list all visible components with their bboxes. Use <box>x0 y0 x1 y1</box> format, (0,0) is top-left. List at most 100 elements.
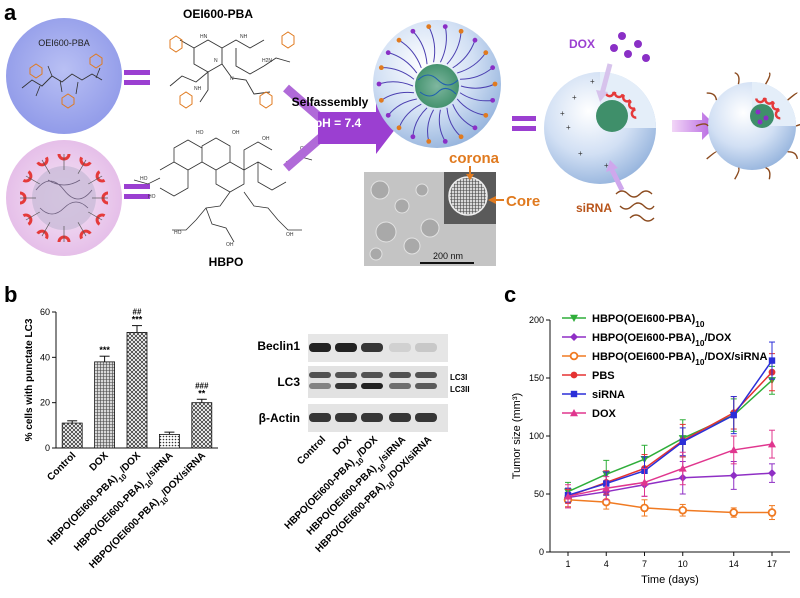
panel-b-label: b <box>4 282 17 307</box>
line-x-tick-label: 17 <box>767 559 777 569</box>
nanoparticle <box>373 20 501 148</box>
corona-strand <box>381 67 415 80</box>
cutaway-cup <box>771 101 780 111</box>
corona-strands <box>376 24 498 144</box>
corona-strand <box>460 83 496 89</box>
line-point <box>570 314 578 322</box>
label-part: HBPO(OEI600-PBA) <box>592 313 696 325</box>
sirna-label: siRNA <box>576 201 612 215</box>
corona-strand <box>398 39 422 69</box>
sirna-strand <box>795 123 800 127</box>
corona-bead <box>492 81 498 87</box>
blot-strip-lc3 <box>308 366 448 398</box>
corona-strand <box>412 107 428 137</box>
svg-text:OH: OH <box>262 136 270 142</box>
line-point <box>570 333 578 341</box>
corona-strand <box>457 52 487 74</box>
svg-text:HO: HO <box>174 230 182 236</box>
corona-strand <box>460 67 493 80</box>
selfassembly-arrow <box>318 102 396 154</box>
cup-linker <box>88 211 103 221</box>
label-part: /DOX <box>704 332 732 344</box>
bar <box>94 361 115 449</box>
panel-c-label: c <box>504 282 516 307</box>
sirna-strand <box>706 151 717 160</box>
dox-label: DOX <box>569 37 595 51</box>
cutaway-cup <box>754 97 766 104</box>
core-arrowhead <box>488 196 496 204</box>
svg-text:N: N <box>230 76 234 82</box>
legend-label: siRNA <box>592 389 625 401</box>
cutaway-cups <box>604 91 637 119</box>
corona-label: corona <box>449 150 500 167</box>
sirna-strand <box>765 167 771 180</box>
plus-charge: + <box>590 77 595 86</box>
plus-charge: + <box>578 149 583 158</box>
line-y-tick-label: 0 <box>539 547 544 557</box>
corona-strand <box>427 109 435 142</box>
label-part: /DOX <box>118 450 143 475</box>
corona-bead <box>385 112 391 118</box>
svg-text:H2N: H2N <box>262 58 272 64</box>
tem-particle <box>403 237 421 255</box>
line-y-axis-label: Tumor size (mm³) <box>511 393 523 479</box>
sirna-arrow <box>609 168 625 192</box>
band-lc3ii <box>309 383 331 389</box>
sirna-arrowhead <box>606 160 618 172</box>
bar <box>61 422 83 449</box>
plus-charge: + <box>572 93 577 102</box>
cutaway-cup <box>621 94 632 103</box>
svg-text:HO: HO <box>148 194 156 200</box>
oei600-pba-circle: OEI600-PBA <box>6 18 122 134</box>
cup-linker <box>77 222 87 237</box>
corona-bead <box>472 125 478 131</box>
svg-text:HO: HO <box>196 130 204 136</box>
svg-text:NH: NH <box>194 86 202 92</box>
line-x-tick-label: 10 <box>678 559 688 569</box>
band-beclin1 <box>415 343 437 352</box>
loaded-sirna <box>695 72 800 180</box>
svg-text:HN: HN <box>200 34 208 40</box>
line-series <box>564 461 776 508</box>
cutaway-cup <box>764 97 775 105</box>
label-part: /DOX/siRNA <box>704 351 767 363</box>
bar-y-tick-label: 60 <box>40 307 50 317</box>
hbpo-core-strands <box>35 179 93 215</box>
bar <box>191 402 213 449</box>
bar-y-tick-label: 20 <box>40 398 50 408</box>
western-blot: Beclin1 LC3 β-Actin LC3I LC3II Control DO… <box>257 334 470 557</box>
band-actin <box>309 413 331 422</box>
line-point <box>569 351 579 361</box>
svg-text:OH: OH <box>232 130 240 136</box>
corona-bead <box>426 24 432 29</box>
line-x-tick-label: 4 <box>604 559 609 569</box>
tem-particle <box>394 198 410 214</box>
blot-row-label-beclin1: Beclin1 <box>257 339 300 353</box>
pba-ring-1 <box>29 63 43 79</box>
line-series-path <box>567 360 773 496</box>
label-part: 10 <box>695 358 705 367</box>
tem-particle <box>420 218 440 238</box>
equals-sign-bottom <box>124 184 150 199</box>
bar-significance-secondary: ### <box>195 381 209 390</box>
dox-molecules <box>610 32 650 62</box>
corona-strand <box>438 109 446 142</box>
corona-bead <box>378 65 384 71</box>
line-y-tick-label: 150 <box>529 373 544 383</box>
tem-particles <box>369 180 440 261</box>
band-lc3ii <box>361 383 383 389</box>
corona-bead <box>385 50 391 56</box>
pba-cups <box>19 153 109 243</box>
label-part: siRNA <box>592 389 625 401</box>
line-point <box>768 357 776 364</box>
corona-strand <box>381 91 415 101</box>
line-point <box>640 503 649 513</box>
blot-lane-label: HBPO(OEI600-PBA)10/DOX/siRNA <box>314 434 437 557</box>
loaded-dox <box>755 109 769 125</box>
label-part: DOX <box>331 434 354 457</box>
band-actin <box>335 413 357 422</box>
oei600-branches <box>35 65 101 97</box>
line-point <box>768 469 776 478</box>
